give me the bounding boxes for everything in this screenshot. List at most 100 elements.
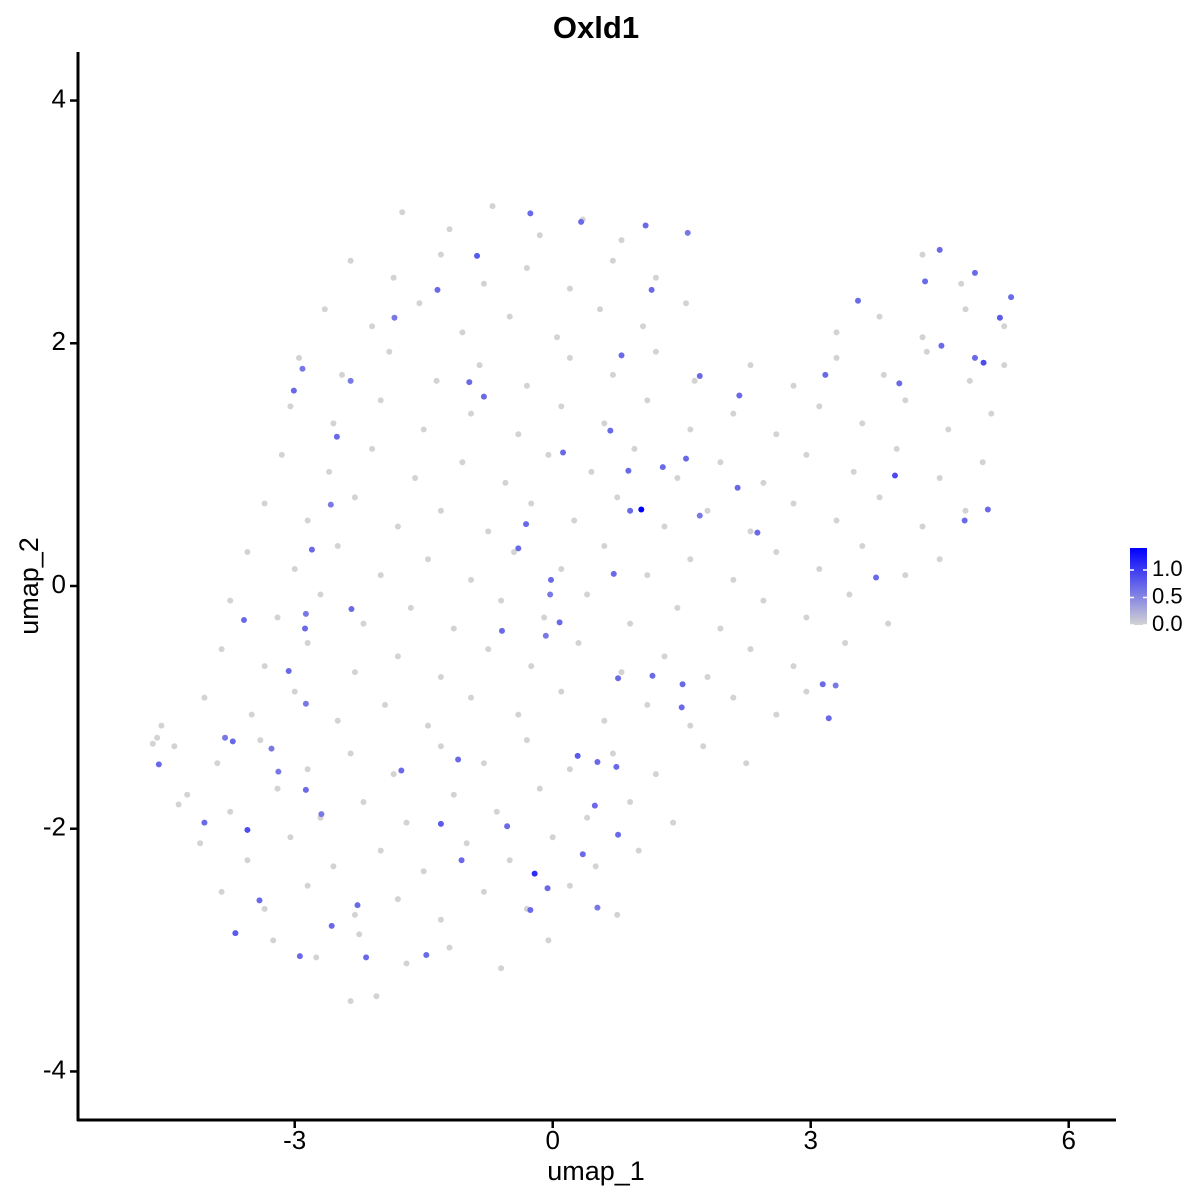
point [644, 397, 651, 404]
point [790, 500, 797, 507]
point [876, 494, 883, 501]
point [696, 512, 703, 519]
point [356, 931, 363, 938]
colorbar [1130, 548, 1147, 625]
point [437, 820, 444, 827]
point [420, 426, 427, 433]
point [489, 203, 496, 210]
point [184, 791, 191, 798]
point [902, 397, 909, 404]
point [607, 427, 614, 434]
point [846, 591, 853, 598]
point [558, 403, 565, 410]
point [584, 591, 591, 598]
colorbar-label: 0.5 [1152, 583, 1183, 608]
point [566, 766, 573, 773]
point [382, 701, 389, 708]
point [674, 604, 681, 611]
point [773, 431, 780, 438]
point [542, 632, 549, 639]
point [971, 269, 978, 276]
point [896, 380, 903, 387]
point [327, 501, 334, 508]
point [463, 840, 470, 847]
point [627, 620, 634, 627]
y-tick-label: -2 [43, 812, 66, 842]
point [218, 888, 225, 895]
point [684, 229, 691, 236]
point [984, 506, 991, 513]
point [511, 549, 518, 556]
point [437, 674, 444, 681]
point [803, 451, 810, 458]
point [670, 819, 677, 826]
point [819, 681, 826, 688]
point [369, 445, 376, 452]
point [531, 870, 538, 877]
point [347, 377, 354, 384]
point [554, 334, 561, 341]
point [627, 799, 634, 806]
point [450, 791, 457, 798]
point [683, 300, 690, 307]
point [377, 847, 384, 854]
chart-title: Oxld1 [553, 10, 639, 45]
point [588, 468, 595, 475]
point [717, 625, 724, 632]
point [958, 280, 965, 287]
point [412, 474, 419, 481]
point [609, 750, 616, 757]
point [420, 868, 427, 875]
point [423, 951, 430, 958]
point [222, 734, 229, 741]
point [326, 468, 333, 475]
point [480, 280, 487, 287]
point [390, 771, 397, 778]
point [515, 431, 522, 438]
x-tick-label: 3 [803, 1125, 817, 1155]
point [291, 566, 298, 573]
point [154, 734, 161, 741]
point [962, 306, 969, 313]
point [476, 362, 483, 369]
point [304, 882, 311, 889]
point [659, 464, 666, 471]
point [339, 371, 346, 378]
point [996, 314, 1003, 321]
point [988, 410, 995, 417]
point [544, 885, 551, 892]
point [566, 354, 573, 361]
point [377, 572, 384, 579]
x-tick-label: 6 [1061, 1125, 1075, 1155]
point [833, 354, 840, 361]
point [833, 517, 840, 524]
point [377, 397, 384, 404]
point [760, 597, 767, 604]
point [369, 323, 376, 330]
point [446, 226, 453, 233]
point [610, 570, 617, 577]
x-axis-title: umap_1 [547, 1156, 645, 1186]
point [416, 300, 423, 307]
point [661, 523, 668, 530]
point [558, 566, 565, 573]
point [832, 682, 839, 689]
point [893, 445, 900, 452]
point [313, 954, 320, 961]
point [437, 743, 444, 750]
point [803, 614, 810, 621]
point [594, 904, 601, 911]
point [760, 479, 767, 486]
point [506, 857, 513, 864]
point [214, 760, 221, 767]
point [302, 786, 309, 793]
point [902, 572, 909, 579]
point [528, 663, 535, 670]
point [285, 667, 292, 674]
point [244, 857, 251, 864]
point [613, 763, 620, 770]
y-tick-label: -4 [43, 1054, 66, 1084]
point [296, 354, 303, 361]
point [149, 740, 156, 747]
point [545, 937, 552, 944]
